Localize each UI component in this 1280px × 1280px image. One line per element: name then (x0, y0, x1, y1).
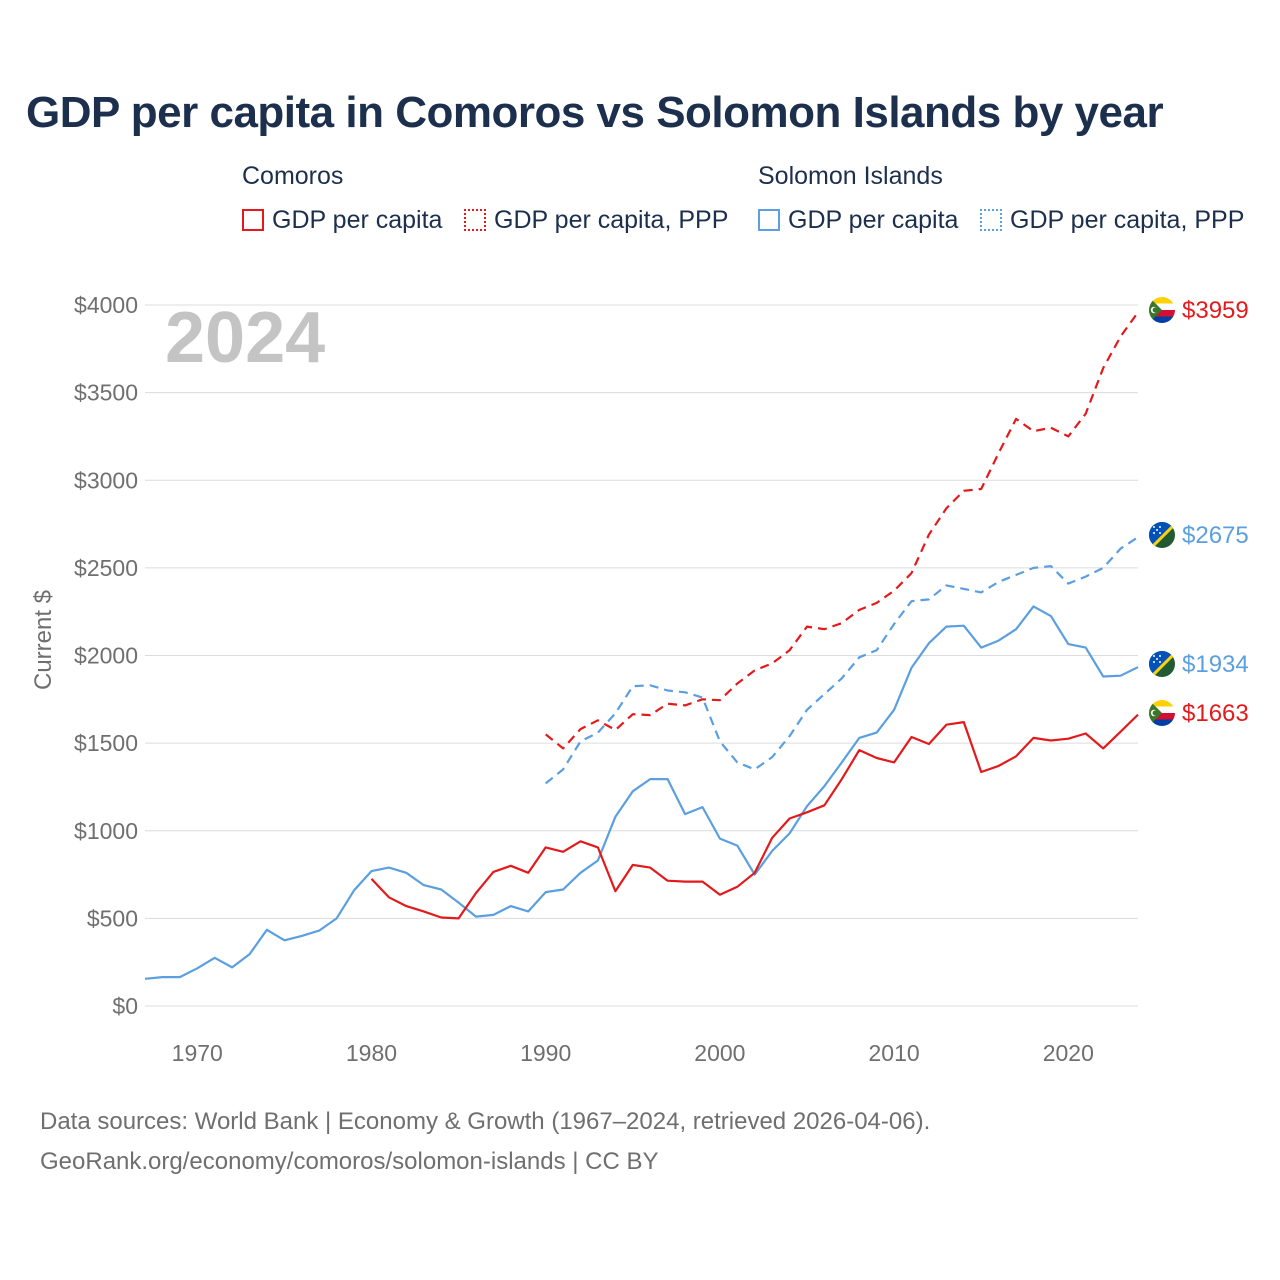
y-tick-label: $0 (112, 993, 138, 1019)
legend-label: GDP per capita, PPP (1010, 205, 1245, 234)
series-line (370, 713, 1139, 920)
legend-group-comoros: Comoros (242, 162, 344, 190)
x-tick-label: 2010 (869, 1040, 920, 1066)
y-tick-label: $2500 (74, 555, 138, 581)
y-tick-label: $1000 (74, 818, 138, 844)
legend-swatch-solid-red (242, 209, 264, 231)
legend-label: GDP per capita (272, 205, 443, 234)
solomon-islands-flag-icon (1149, 651, 1175, 677)
x-axis-ticks: 1970 1980 1990 2000 2010 2020 (172, 1040, 1094, 1066)
chart-title: GDP per capita in Comoros vs Solomon Isl… (26, 88, 1164, 137)
y-tick-label: $500 (87, 905, 138, 931)
series-line (545, 536, 1139, 785)
legend-label: GDP per capita (788, 205, 959, 234)
comoros-flag-icon (1149, 297, 1175, 323)
end-value-label: $3959 (1182, 297, 1249, 324)
end-value-label: $1934 (1182, 651, 1249, 678)
legend-item-solomon-gdp[interactable]: GDP per capita (758, 205, 958, 235)
series-lines (144, 311, 1139, 980)
legend-swatch-dotted-red (464, 209, 486, 231)
legend-label: GDP per capita, PPP (494, 205, 729, 234)
gridlines (145, 304, 1138, 1007)
footer-credit: GeoRank.org/economy/comoros/solomon-isla… (40, 1148, 659, 1175)
footer-sources: Data sources: World Bank | Economy & Gro… (40, 1108, 931, 1135)
legend-swatch-dotted-blue (980, 209, 1002, 231)
y-axis-label: Current $ (30, 590, 57, 690)
series-line (144, 605, 1139, 980)
y-axis-ticks: $0 $500 $1000 $1500 $2000 $2500 $3000 $3500 $400… (74, 292, 138, 1019)
comoros-flag-icon (1149, 700, 1175, 726)
x-tick-label: 1970 (172, 1040, 223, 1066)
x-tick-label: 1980 (346, 1040, 397, 1066)
series-end-labels: $3959 $2675 $1934 $1663 (1149, 297, 1249, 727)
solomon-islands-flag-icon (1149, 522, 1175, 548)
y-tick-label: $1500 (74, 730, 138, 756)
legend-group-solomon-islands: Solomon Islands (758, 162, 943, 190)
end-value-label: $2675 (1182, 522, 1249, 549)
y-tick-label: $2000 (74, 643, 138, 669)
x-tick-label: 2020 (1043, 1040, 1094, 1066)
series-line (545, 311, 1139, 750)
y-tick-label: $3500 (74, 380, 138, 406)
legend-item-solomon-gdp-ppp[interactable]: GDP per capita, PPP (980, 205, 1244, 235)
legend-item-comoros-gdp[interactable]: GDP per capita (242, 205, 442, 235)
legend-item-comoros-gdp-ppp[interactable]: GDP per capita, PPP (464, 205, 728, 235)
year-watermark: 2024 (165, 298, 325, 378)
legend-swatch-solid-blue (758, 209, 780, 231)
y-tick-label: $3000 (74, 467, 138, 493)
x-tick-label: 2000 (694, 1040, 745, 1066)
y-tick-label: $4000 (74, 292, 138, 318)
x-tick-label: 1990 (520, 1040, 571, 1066)
end-value-label: $1663 (1182, 700, 1249, 727)
